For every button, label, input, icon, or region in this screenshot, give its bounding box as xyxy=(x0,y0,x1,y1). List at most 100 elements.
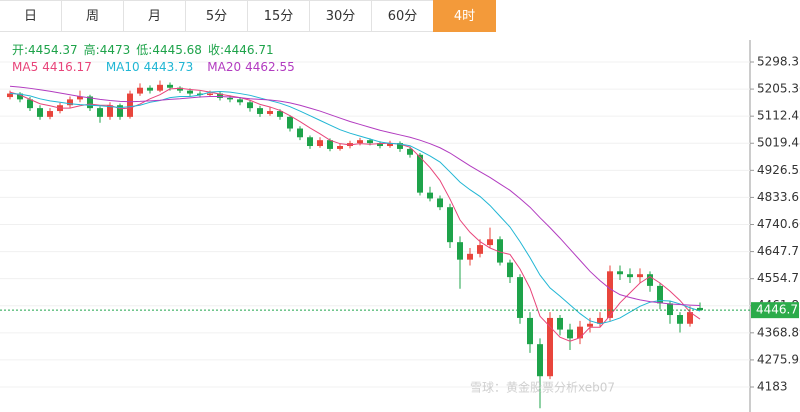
period-tab[interactable]: 月 xyxy=(123,0,186,32)
candle-body xyxy=(267,111,273,114)
candle-body xyxy=(417,154,423,193)
ma-name: MA10 xyxy=(106,60,140,74)
tab-bar: 日周月 5分 15分 30分 60分 4时 xyxy=(0,0,496,34)
ohlc-value: 4473 xyxy=(100,43,131,57)
candle-body xyxy=(457,242,463,260)
candle-body xyxy=(617,271,623,275)
candle-body xyxy=(377,143,383,147)
candle-body xyxy=(47,111,53,117)
candle-body xyxy=(207,93,213,96)
ma-line xyxy=(9,85,701,307)
y-tick-label: 5205.36 xyxy=(757,82,800,96)
y-tick-label: 4833.6 xyxy=(757,190,799,204)
candle-body xyxy=(607,271,613,318)
candle-body xyxy=(247,102,253,109)
candle-body xyxy=(17,93,23,100)
candle-body xyxy=(557,317,563,330)
candle-body xyxy=(317,140,323,147)
candle-body xyxy=(507,262,513,278)
period-tab[interactable]: 4时 xyxy=(433,0,496,32)
period-tab[interactable]: 60分 xyxy=(371,0,434,32)
candle-body xyxy=(37,108,43,117)
ohlc-label: 低: xyxy=(136,43,152,57)
candle-body xyxy=(157,84,163,91)
candle-body xyxy=(27,99,33,109)
ohlc-value: 4446.71 xyxy=(224,43,274,57)
ma-name: MA5 xyxy=(12,60,38,74)
candle-body xyxy=(127,93,133,117)
candle-body xyxy=(487,239,493,246)
candle-body xyxy=(647,274,653,286)
ma-header: MA5 4416.17 MA10 4443.73 MA20 4462.55 xyxy=(12,60,295,74)
y-tick-label: 5019.48 xyxy=(757,136,800,150)
y-tick-label: 4926.55 xyxy=(757,163,800,177)
y-tick-label: 4183 xyxy=(757,379,788,393)
candle-body xyxy=(337,146,343,149)
candle-body xyxy=(517,277,523,318)
y-tick-label: 4275.95 xyxy=(757,352,800,366)
candle-body xyxy=(687,312,693,324)
y-tick-label: 4368.89 xyxy=(757,325,800,339)
candle-body xyxy=(217,93,223,98)
candle-body xyxy=(137,87,143,94)
candle-body xyxy=(497,239,503,263)
candle-body xyxy=(467,253,473,260)
period-tab[interactable]: 日 xyxy=(0,0,62,32)
ohlc-label: 收: xyxy=(208,43,224,57)
candle-body xyxy=(527,317,533,345)
ohlc-value: 4445.68 xyxy=(152,43,202,57)
y-tick-label: 5112.42 xyxy=(757,109,800,123)
candle-body xyxy=(67,99,73,106)
candle-body xyxy=(257,108,263,114)
candle-body xyxy=(677,315,683,324)
candle-body xyxy=(697,307,703,311)
y-tick-label: 4740.66 xyxy=(757,217,800,231)
candle-body xyxy=(567,329,573,339)
period-tab[interactable]: 5分 xyxy=(185,0,248,32)
ma-line xyxy=(9,87,701,342)
candle-body xyxy=(657,285,663,304)
candle-body xyxy=(447,207,453,243)
ma-value: 4443.73 xyxy=(144,60,194,74)
candle-body xyxy=(627,274,633,278)
y-tick-label: 4554.77 xyxy=(757,271,800,285)
ma-value: 4416.17 xyxy=(42,60,92,74)
period-tab[interactable]: 15分 xyxy=(247,0,310,32)
candle-body xyxy=(477,245,483,254)
candle-body xyxy=(547,317,553,377)
candle-body xyxy=(407,148,413,155)
watermark: 雪球：黄金股票分析xeb07 xyxy=(470,380,615,395)
candle-body xyxy=(587,323,593,327)
candle-body xyxy=(107,105,113,117)
period-tab[interactable]: 周 xyxy=(61,0,124,32)
candle-body xyxy=(667,303,673,316)
ohlc-header: 开:4454.37 高:4473 低:4445.68 收:4446.71 xyxy=(12,42,274,57)
ma-name: MA20 xyxy=(207,60,241,74)
candle-body xyxy=(637,274,643,278)
candle-body xyxy=(237,99,243,103)
candle-body xyxy=(197,93,203,96)
candle-body xyxy=(297,128,303,138)
candle-body xyxy=(7,93,13,98)
ohlc-value: 4454.37 xyxy=(28,43,78,57)
candle-body xyxy=(87,96,93,109)
candle-body xyxy=(147,87,153,91)
candle-body xyxy=(427,192,433,199)
candle-body xyxy=(437,198,443,208)
period-tab[interactable]: 30分 xyxy=(309,0,372,32)
y-tick-label: 5298.31 xyxy=(757,54,800,68)
candle-body xyxy=(77,96,83,100)
candle-body xyxy=(187,90,193,94)
candle-body xyxy=(97,108,103,117)
candle-body xyxy=(367,140,373,144)
ma-line xyxy=(9,91,701,325)
ohlc-label: 开: xyxy=(12,43,28,57)
candle-body xyxy=(397,143,403,149)
candle-body xyxy=(577,326,583,339)
candle-body xyxy=(167,84,173,88)
candle-body xyxy=(117,105,123,117)
candle-body xyxy=(287,116,293,129)
candle-body xyxy=(227,97,233,100)
